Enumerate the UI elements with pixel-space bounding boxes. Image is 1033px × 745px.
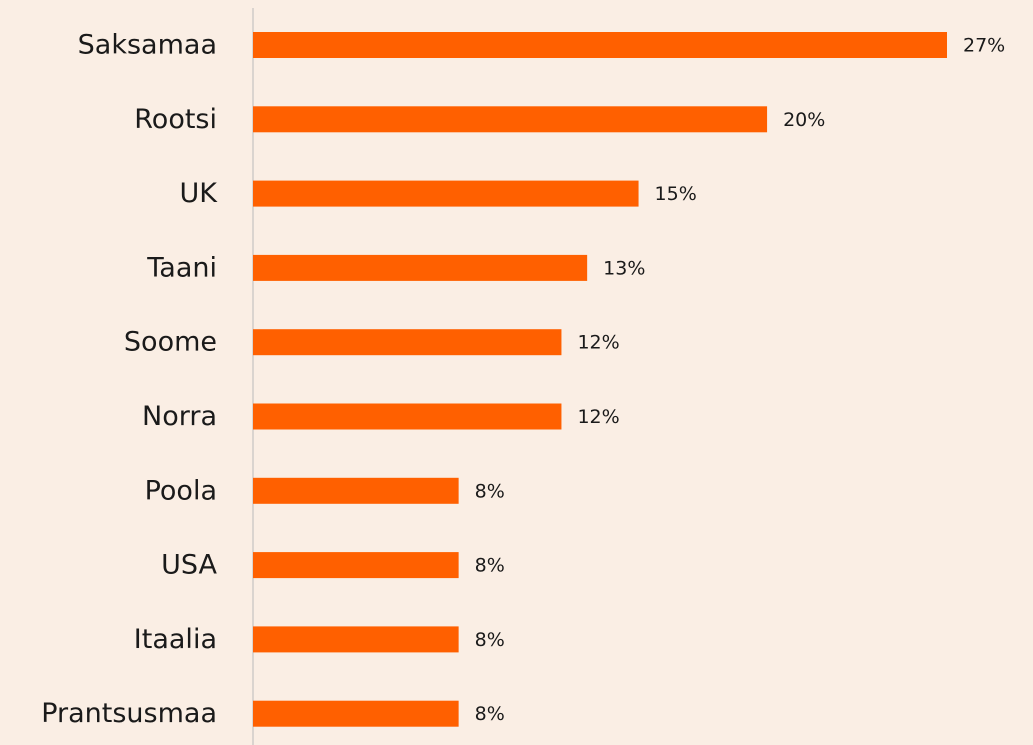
value-label: 8%	[475, 703, 505, 725]
category-label: Poola	[145, 475, 217, 506]
value-label: 8%	[475, 555, 505, 577]
value-label: 12%	[577, 406, 619, 428]
bar	[253, 180, 639, 207]
bar	[253, 403, 562, 430]
bar	[253, 700, 459, 727]
category-label: Prantsusmaa	[41, 698, 217, 729]
category-label: Taani	[146, 252, 217, 283]
category-label: USA	[161, 550, 217, 581]
category-label: Itaalia	[134, 624, 217, 655]
value-label: 8%	[475, 629, 505, 651]
bar	[253, 329, 562, 356]
value-label: 12%	[577, 332, 619, 354]
value-label: 20%	[783, 109, 825, 131]
value-label: 15%	[655, 183, 697, 205]
bar	[253, 254, 588, 281]
bar	[253, 477, 459, 504]
category-label: UK	[180, 178, 219, 209]
bar	[253, 32, 947, 58]
value-label: 8%	[475, 480, 505, 502]
value-label: 27%	[963, 35, 1005, 57]
value-label: 13%	[603, 257, 645, 279]
bar	[253, 106, 768, 133]
category-label: Norra	[142, 401, 217, 432]
category-label: Soome	[124, 327, 217, 358]
category-label: Saksamaa	[78, 30, 217, 61]
category-label: Rootsi	[134, 104, 217, 135]
bar	[253, 626, 459, 653]
bar	[253, 552, 459, 579]
